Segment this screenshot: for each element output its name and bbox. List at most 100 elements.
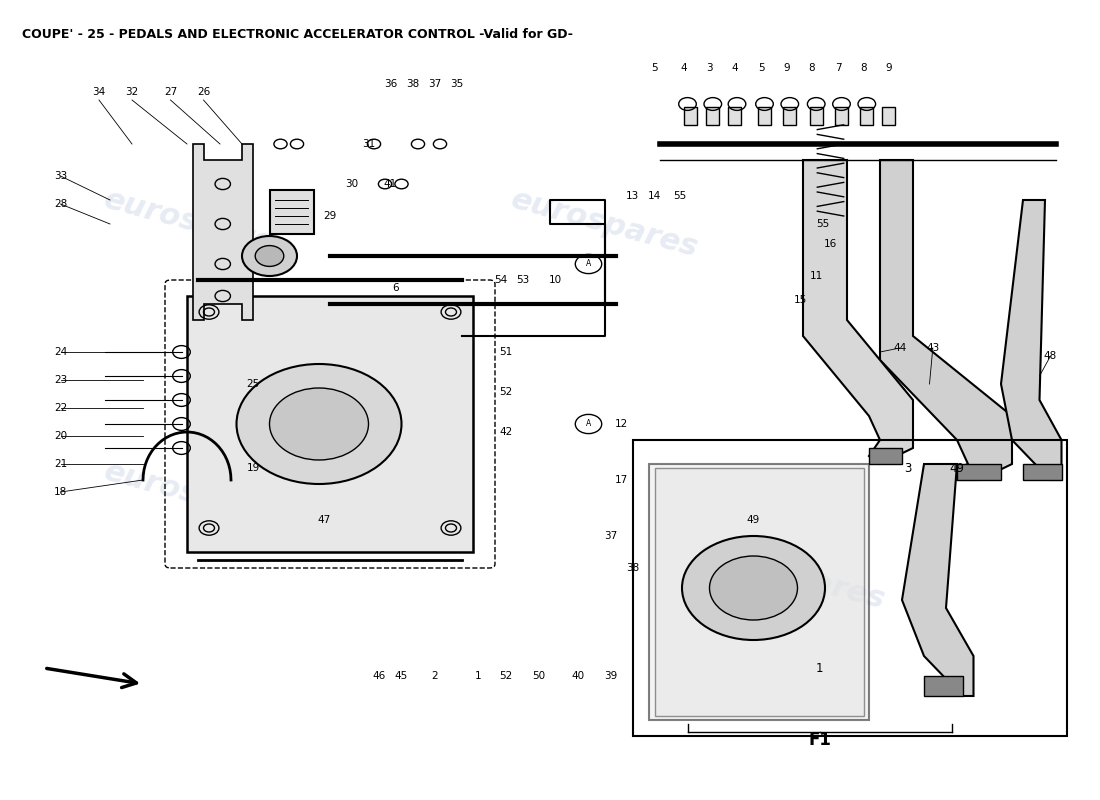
Polygon shape (869, 448, 902, 464)
Text: 37: 37 (428, 79, 441, 89)
Text: 33: 33 (54, 171, 67, 181)
Text: eurospares: eurospares (508, 185, 702, 263)
Bar (882, 107, 895, 125)
Text: 29: 29 (323, 211, 337, 221)
Text: eurospares: eurospares (101, 457, 295, 535)
Text: 21: 21 (54, 459, 67, 469)
Text: 37: 37 (604, 531, 617, 541)
Text: 8: 8 (860, 63, 867, 73)
Bar (783, 107, 796, 125)
Text: 3: 3 (904, 462, 911, 474)
Text: 38: 38 (406, 79, 419, 89)
Text: 44: 44 (893, 343, 906, 353)
Text: 6: 6 (393, 283, 399, 293)
Text: 15: 15 (794, 295, 807, 305)
Text: 49: 49 (949, 462, 965, 474)
Text: 24: 24 (54, 347, 67, 357)
Polygon shape (1023, 464, 1062, 480)
Text: 7: 7 (835, 63, 842, 73)
Circle shape (710, 556, 798, 620)
Text: 10: 10 (549, 275, 562, 285)
Text: 39: 39 (604, 671, 617, 681)
Text: 26: 26 (197, 87, 210, 97)
Polygon shape (1001, 200, 1062, 480)
Text: 22: 22 (54, 403, 67, 413)
Polygon shape (803, 160, 913, 464)
Polygon shape (902, 464, 974, 696)
Text: 30: 30 (345, 179, 359, 189)
Text: 5: 5 (651, 63, 658, 73)
Text: 4: 4 (681, 63, 688, 73)
Text: 17: 17 (615, 475, 628, 485)
FancyBboxPatch shape (187, 296, 473, 552)
Bar (810, 107, 823, 125)
Text: 34: 34 (92, 87, 106, 97)
Text: 46: 46 (373, 671, 386, 681)
Text: 18: 18 (54, 487, 67, 497)
Text: A: A (586, 419, 591, 429)
Text: 51: 51 (499, 347, 513, 357)
Text: 25: 25 (246, 379, 260, 389)
Polygon shape (192, 144, 253, 320)
Text: 35: 35 (450, 79, 463, 89)
Text: 12: 12 (615, 419, 628, 429)
Text: 2: 2 (431, 671, 438, 681)
Circle shape (236, 364, 402, 484)
Text: 36: 36 (384, 79, 397, 89)
Text: 49: 49 (747, 515, 760, 525)
Circle shape (255, 246, 284, 266)
Text: 11: 11 (810, 271, 823, 281)
Text: 38: 38 (626, 563, 639, 573)
Text: 31: 31 (362, 139, 375, 149)
Text: 42: 42 (499, 427, 513, 437)
Text: A: A (586, 259, 591, 269)
Text: 52: 52 (499, 671, 513, 681)
Text: 5: 5 (758, 63, 764, 73)
Text: 9: 9 (783, 63, 790, 73)
Text: eurospares: eurospares (101, 185, 295, 263)
Text: 53: 53 (516, 275, 529, 285)
Text: 14: 14 (648, 191, 661, 201)
Text: 45: 45 (395, 671, 408, 681)
Bar (684, 107, 697, 125)
Polygon shape (649, 464, 869, 720)
Bar (632, 440, 1067, 736)
Text: 4: 4 (732, 63, 738, 73)
Polygon shape (924, 676, 962, 696)
Text: 55: 55 (816, 219, 829, 229)
Text: 19: 19 (246, 463, 260, 473)
Polygon shape (880, 160, 1012, 480)
Text: 55: 55 (673, 191, 686, 201)
Text: 23: 23 (54, 375, 67, 385)
Text: 40: 40 (571, 671, 584, 681)
Bar (860, 107, 873, 125)
Text: COUPE' - 25 - PEDALS AND ELECTRONIC ACCELERATOR CONTROL -Valid for GD-: COUPE' - 25 - PEDALS AND ELECTRONIC ACCE… (22, 28, 573, 41)
Text: 48: 48 (1044, 351, 1057, 361)
Bar (270, 190, 314, 234)
Polygon shape (957, 464, 1001, 480)
Text: 9: 9 (886, 63, 892, 73)
Text: 16: 16 (824, 239, 837, 249)
Text: 41: 41 (384, 179, 397, 189)
Bar (758, 107, 771, 125)
Text: 28: 28 (54, 199, 67, 209)
Bar (835, 107, 848, 125)
Text: 13: 13 (626, 191, 639, 201)
Text: eurospares: eurospares (695, 537, 889, 615)
Text: 1: 1 (816, 662, 823, 674)
Text: 1: 1 (475, 671, 482, 681)
Text: 32: 32 (125, 87, 139, 97)
Text: 43: 43 (926, 343, 939, 353)
Circle shape (270, 388, 368, 460)
Bar (728, 107, 741, 125)
Circle shape (242, 236, 297, 276)
Text: 3: 3 (706, 63, 713, 73)
Text: 54: 54 (494, 275, 507, 285)
Text: 27: 27 (164, 87, 177, 97)
Text: 50: 50 (532, 671, 546, 681)
Text: 47: 47 (318, 515, 331, 525)
Bar (706, 107, 719, 125)
Text: 52: 52 (499, 387, 513, 397)
Text: 20: 20 (54, 431, 67, 441)
Text: F1: F1 (808, 731, 830, 749)
